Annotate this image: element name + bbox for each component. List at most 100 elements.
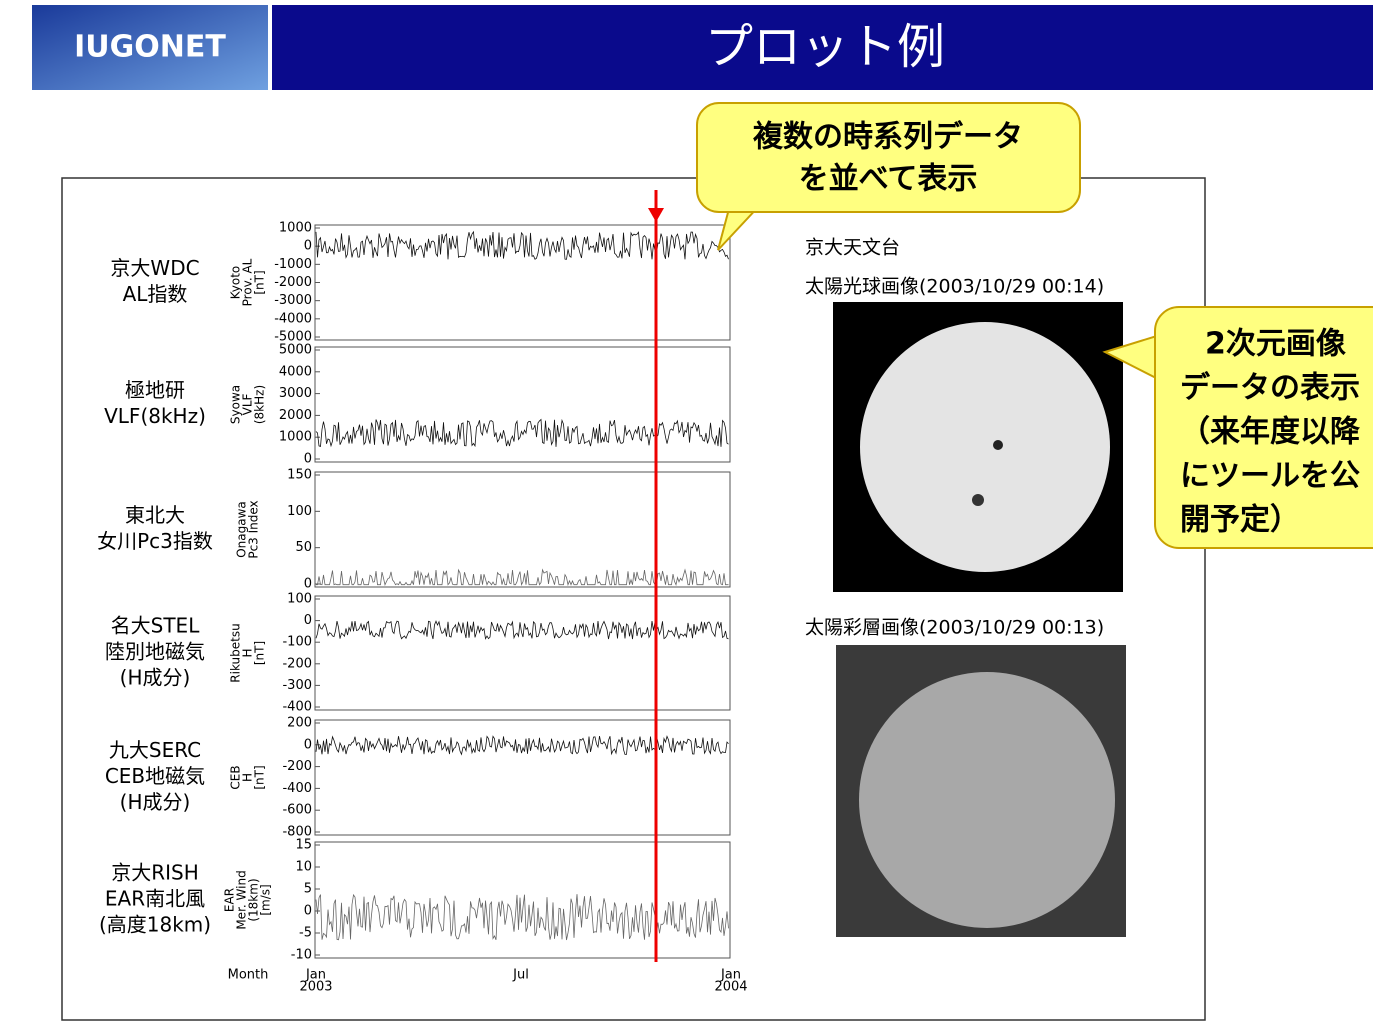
y-tick-label: 0 bbox=[304, 239, 312, 254]
y-tick-label: 5000 bbox=[279, 343, 312, 358]
y-tick-label: 1000 bbox=[279, 221, 312, 236]
y-tick-label: -4000 bbox=[274, 311, 312, 326]
axis-label-line: VLF bbox=[241, 394, 255, 416]
x-tick-label: Jan bbox=[305, 968, 326, 983]
panel-label: VLF(8kHz) bbox=[104, 404, 206, 428]
plot-area bbox=[314, 719, 731, 836]
callout-text: 2次元画像 bbox=[1205, 327, 1346, 362]
observatory: 京大天文台 bbox=[805, 237, 900, 259]
y-tick-label: 150 bbox=[287, 468, 312, 483]
axis-label-line: Syowa bbox=[229, 385, 243, 424]
panel-label: 名大STEL bbox=[111, 614, 201, 638]
y-tick-label: 50 bbox=[295, 540, 312, 555]
panel-label: 女川Pc3指数 bbox=[97, 529, 213, 553]
plot-area bbox=[314, 595, 731, 711]
y-tick-label: -200 bbox=[282, 656, 312, 671]
plot-area bbox=[314, 346, 731, 463]
trace bbox=[315, 735, 729, 756]
axis-label-line: [nT] bbox=[253, 765, 267, 789]
y-tick-label: 0 bbox=[304, 737, 312, 752]
axis-label-line: CEB bbox=[229, 765, 243, 789]
panel-label: AL指数 bbox=[123, 282, 188, 306]
panel-label: 九大SERC bbox=[109, 738, 201, 762]
y-tick-label: 0 bbox=[304, 452, 312, 467]
y-tick-label: -100 bbox=[282, 635, 312, 650]
axis-label-line: Kyoto bbox=[229, 266, 243, 300]
axis-label-line: (18km) bbox=[247, 878, 261, 921]
trace bbox=[315, 418, 729, 448]
marker-arrow bbox=[648, 208, 664, 222]
axis-label-line: Onagawa bbox=[235, 501, 249, 558]
y-tick-label: -400 bbox=[282, 781, 312, 796]
axis-label-line: EAR bbox=[223, 888, 237, 912]
y-tick-label: -2000 bbox=[274, 275, 312, 290]
y-tick-label: 2000 bbox=[279, 408, 312, 423]
y-tick-label: -200 bbox=[282, 759, 312, 774]
y-tick-label: -300 bbox=[282, 678, 312, 693]
y-tick-label: 5 bbox=[304, 882, 312, 897]
image-caption: 太陽彩層画像(2003/10/29 00:13) bbox=[805, 617, 1104, 639]
callout bbox=[1154, 306, 1373, 549]
y-tick-label: -5 bbox=[299, 926, 312, 941]
sunspot bbox=[972, 494, 984, 506]
panel-label: (H成分) bbox=[120, 666, 191, 690]
callout-text: を並べて表示 bbox=[799, 162, 978, 197]
y-tick-label: -10 bbox=[291, 948, 312, 963]
trace bbox=[316, 568, 729, 587]
axis-label-line: [m/s] bbox=[259, 884, 273, 915]
y-tick-label: 0 bbox=[304, 613, 312, 628]
plot-area bbox=[314, 471, 731, 588]
y-tick-label: 100 bbox=[287, 504, 312, 519]
title-bar bbox=[272, 5, 1373, 90]
x-tick-label: Jul bbox=[512, 968, 529, 983]
title: プロット例 bbox=[705, 19, 945, 75]
trace bbox=[315, 893, 729, 941]
y-tick-label: 0 bbox=[304, 904, 312, 919]
axis-label-line: [nT] bbox=[253, 270, 267, 294]
panel-label: 極地研 bbox=[125, 378, 185, 402]
y-tick-label: 10 bbox=[295, 860, 312, 875]
y-tick-label: -1000 bbox=[274, 257, 312, 272]
panel-label: (H成分) bbox=[120, 790, 191, 814]
y-tick-label: -5000 bbox=[274, 330, 312, 345]
trace bbox=[315, 620, 729, 640]
axis-label-line: (8kHz) bbox=[253, 385, 267, 424]
callout-text: にツールを公 bbox=[1180, 459, 1360, 494]
y-tick-label: 15 bbox=[295, 838, 312, 853]
y-tick-label: 0 bbox=[304, 577, 312, 592]
panel-label: (高度18km) bbox=[99, 913, 211, 937]
y-tick-label: -800 bbox=[282, 825, 312, 840]
plots: 10000-1000-2000-3000-4000-5000KyotoProv.… bbox=[97, 221, 747, 995]
x-tick-label: Jan bbox=[720, 968, 741, 983]
image-caption: 太陽光球画像(2003/10/29 00:14) bbox=[805, 276, 1104, 298]
x-axis-label: Month bbox=[228, 968, 269, 983]
axis-label-line: Rikubetsu bbox=[229, 623, 243, 682]
y-tick-label: -3000 bbox=[274, 293, 312, 308]
y-tick-label: 1000 bbox=[279, 430, 312, 445]
callout-text: データの表示 bbox=[1180, 371, 1360, 406]
callout-text: 複数の時系列データ bbox=[753, 120, 1023, 155]
panel-label: 陸別地磁気 bbox=[105, 640, 205, 664]
callout-text: 開予定） bbox=[1180, 503, 1300, 538]
axis-label-line: Prov. AL bbox=[241, 258, 255, 306]
panel-label: 京大WDC bbox=[110, 256, 199, 280]
axis-label-line: H bbox=[241, 773, 255, 782]
panel-label: 東北大 bbox=[125, 503, 185, 527]
axis-label-line: Mer. Wind bbox=[235, 870, 249, 929]
sun-disk bbox=[860, 322, 1110, 572]
callout bbox=[696, 102, 1081, 213]
panel-label: 京大RISH bbox=[111, 861, 199, 885]
logo-box bbox=[32, 5, 268, 90]
y-tick-label: 100 bbox=[287, 592, 312, 607]
sun-disk bbox=[859, 672, 1115, 928]
x-tick-label: 2003 bbox=[299, 980, 332, 995]
sunspot bbox=[993, 440, 1003, 450]
logo: IUGONET bbox=[74, 30, 226, 65]
